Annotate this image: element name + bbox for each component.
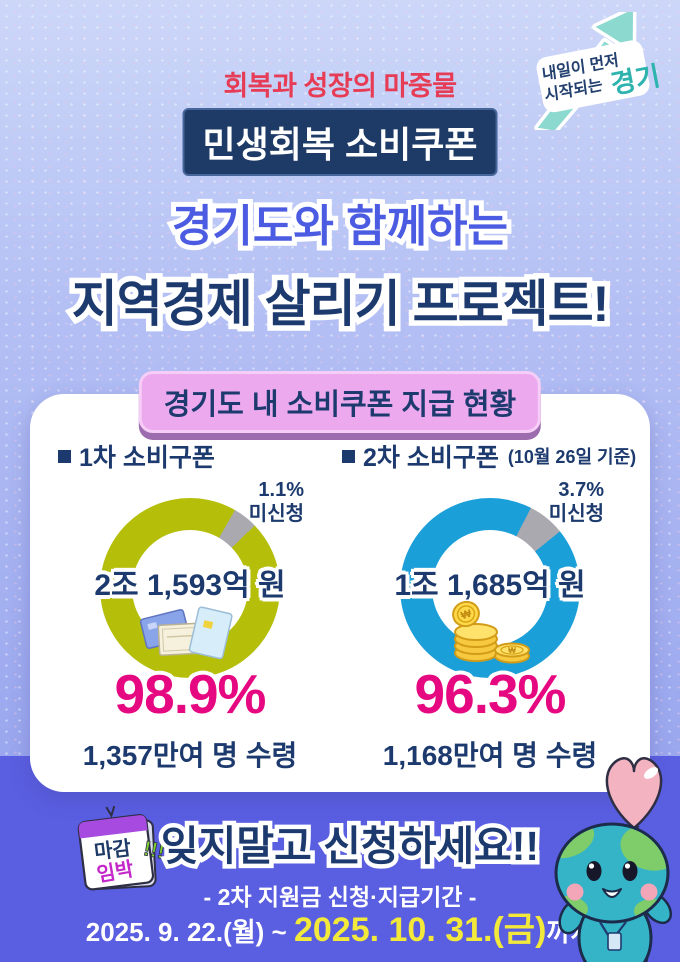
chart1-annotation-label: 미신청 (248, 503, 304, 525)
stats-card: 1차 소비구폰 2차 소비구폰 (10월 26일 기준) 1.1% 미신청 3.… (30, 394, 650, 792)
chart2-annotation-pct: 3.7% (558, 479, 604, 501)
voucher-cards-icon (139, 606, 233, 660)
title-line1-text: 경기도와 함께하는 (171, 202, 509, 251)
chart2-annotation: 3.7% 미신청 (480, 478, 604, 526)
sticker-marks: !!! (142, 837, 167, 864)
tagline: 회복과 성장의 마중물 (223, 71, 457, 101)
chart1-header: 1차 소비구폰 (58, 438, 215, 474)
date-end: 2025. 10. 31.(금) (293, 911, 547, 949)
program-badge-label: 민생회복 소비쿠폰 (202, 124, 478, 165)
chart2-highlight-pct: 96.3% (414, 663, 567, 725)
chart2-caption: 1,168만여 명 수령 (382, 740, 598, 771)
chart2-header: 2차 소비구폰 (10월 26일 기준) (342, 438, 636, 474)
square-bullet-icon (58, 449, 71, 463)
period-label: - 2차 지원금 신청·지급기간 - (203, 884, 477, 910)
won-symbol: ₩ (460, 607, 474, 622)
chart1-annotation: 1.1% 미신청 (180, 478, 304, 526)
won-symbol: ₩ (508, 646, 516, 655)
title-line2-text: 지역경제 살리기 프로젝트! (71, 276, 609, 332)
sticker-line1: 마감 (93, 836, 133, 863)
gyeonggi-logo: 내일이 먼저 시작되는 경기 (534, 12, 663, 130)
section-badge-label: 경기도 내 소비쿠폰 지급 현황 (163, 389, 517, 421)
footer-headline-outline: 잊지말고 신청하세요!! (156, 819, 543, 874)
mascot-character (554, 757, 673, 962)
chart2-title-note: (10월 26일 기준) (507, 447, 637, 467)
poster-title-line2: 지역경제 살리기 프로젝트! 지역경제 살리기 프로젝트! (0, 264, 680, 338)
chart1-title: 1차 소비구폰 (79, 444, 215, 472)
deadline-calendar-icon: 마감 임박 !!! (77, 805, 167, 891)
program-badge: 민생회복 소비쿠폰 (182, 108, 498, 176)
footer-headline-text: 잊지말고 신청하세요!! (160, 823, 540, 869)
chart1-highlight-pct: 98.9% (114, 663, 267, 725)
section-badge: 경기도 내 소비쿠폰 지급 현황 (138, 371, 542, 433)
title-line1-outline: 경기도와 함께하는 (167, 197, 513, 256)
chart2-annotation-label: 미신청 (548, 503, 604, 525)
square-bullet-icon (342, 449, 355, 463)
chart1-annotation-pct: 1.1% (258, 479, 304, 501)
logo-sticker (536, 40, 650, 113)
date-start: 2025. 9. 22.(월) ~ (85, 917, 294, 947)
chart2-title: 2차 소비구폰 (363, 444, 499, 472)
chart2-center-label: 1조 1,685억 원 (394, 569, 586, 602)
chart1-caption: 1,357만여 명 수령 (82, 740, 298, 771)
poster-title-line1: 경기도와 함께하는 경기도와 함께하는 (0, 190, 680, 256)
mascot-body (554, 822, 673, 962)
title-line2-outline: 지역경제 살리기 프로젝트! (66, 271, 614, 338)
footer-headline: 잊지말고 신청하세요!! 잊지말고 신청하세요!! (140, 812, 560, 874)
coin-stack-icon: ₩ ₩ (452, 600, 530, 664)
chart1-center-label: 2조 1,593억 원 (94, 569, 286, 602)
